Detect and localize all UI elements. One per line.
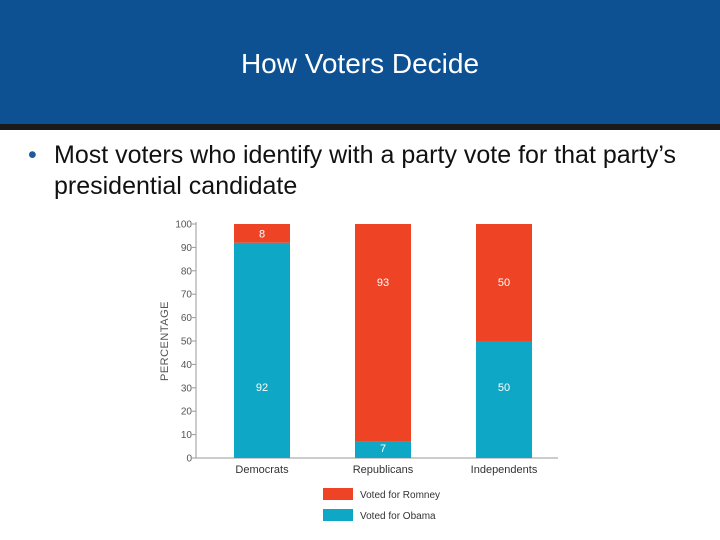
x-category-label: Democrats: [235, 464, 289, 476]
y-tick-label: 90: [181, 243, 193, 254]
y-tick-label: 60: [181, 313, 193, 324]
y-axis-title: PERCENTAGE: [159, 301, 171, 381]
data-label-obama: 7: [380, 443, 386, 455]
bar-obama-independents: [476, 341, 532, 458]
data-label-obama: 50: [498, 382, 510, 394]
data-label-romney: 8: [259, 228, 265, 240]
data-label-romney: 50: [498, 277, 510, 289]
y-tick-label: 50: [181, 337, 193, 348]
y-tick-label: 30: [181, 383, 193, 394]
legend-label-romney: Voted for Romney: [360, 490, 440, 501]
header-divider: [0, 124, 720, 130]
x-category-label: Independents: [471, 464, 538, 476]
bar-obama-republicans: [355, 441, 411, 458]
bar-romney-independents: [476, 224, 532, 341]
y-tick-label: 70: [181, 290, 193, 301]
y-tick-label: 0: [186, 454, 192, 465]
bullet-text: Most voters who identify with a party vo…: [54, 141, 677, 200]
slide-header: How Voters Decide: [0, 0, 720, 124]
bar-romney-democrats: [234, 224, 290, 243]
data-label-romney: 93: [377, 277, 389, 289]
legend-swatch-romney: [323, 488, 353, 500]
bar-romney-republicans: [355, 224, 411, 442]
data-label-obama: 92: [256, 382, 268, 394]
y-tick-label: 10: [181, 430, 193, 441]
y-tick-label: 20: [181, 407, 193, 418]
legend-label-obama: Voted for Obama: [360, 511, 436, 522]
y-tick-label: 100: [175, 220, 192, 231]
bullet-icon: •: [28, 141, 37, 169]
legend-swatch-obama: [323, 509, 353, 521]
y-tick-label: 40: [181, 360, 193, 371]
slide-title: How Voters Decide: [240, 48, 480, 79]
y-tick-label: 80: [181, 266, 193, 277]
bar-obama-democrats: [234, 242, 290, 458]
x-category-label: Republicans: [353, 464, 414, 476]
